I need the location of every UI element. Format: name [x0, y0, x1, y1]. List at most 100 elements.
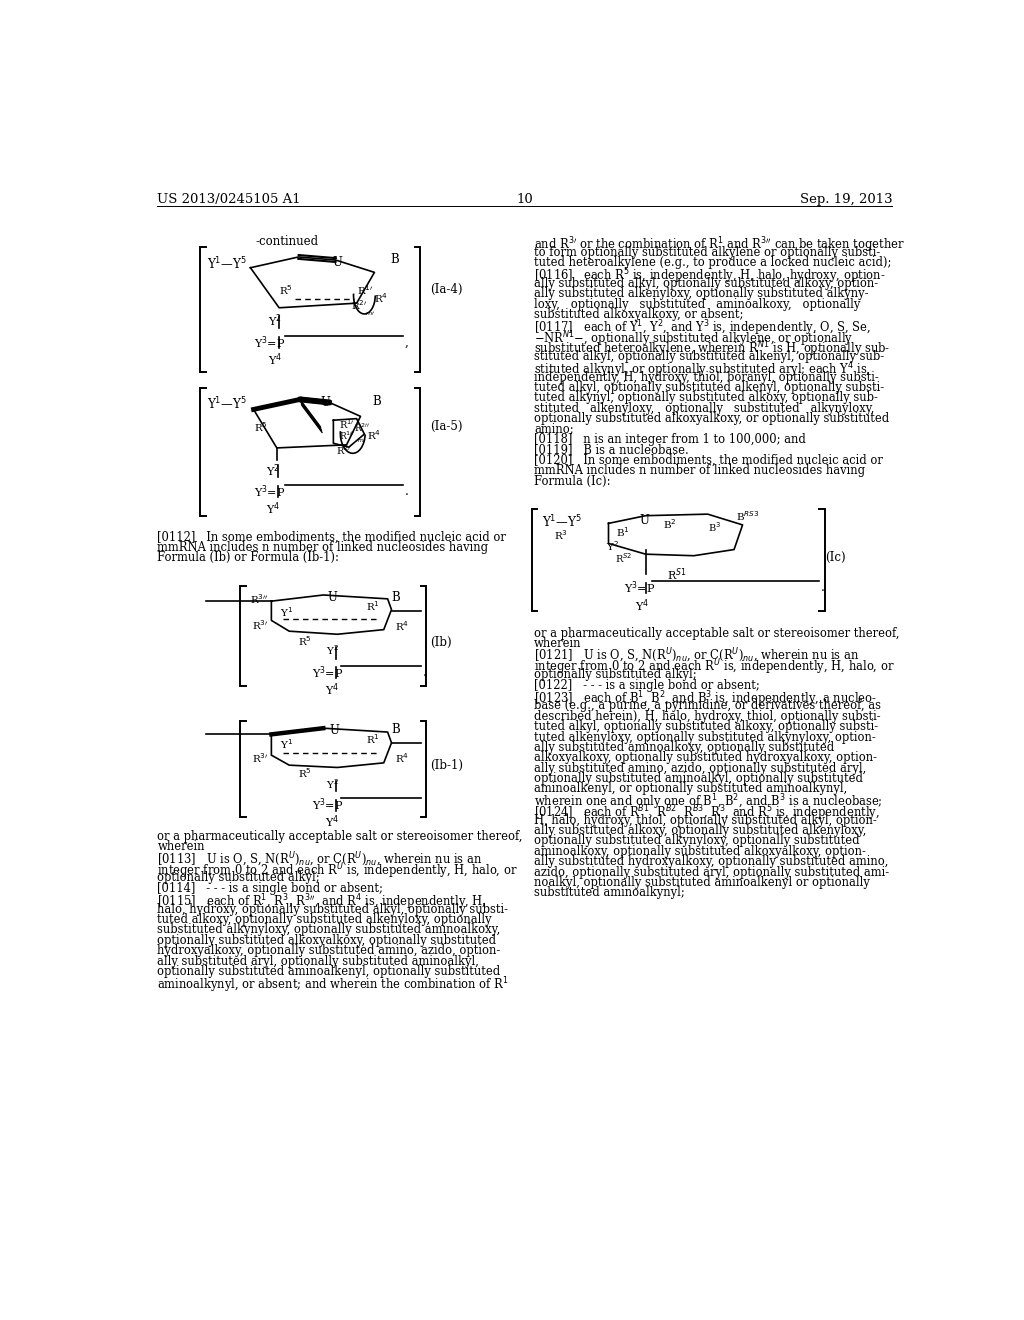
Text: R$^{2\prime}$: R$^{2\prime}$ [351, 298, 368, 313]
Text: wherein: wherein [535, 638, 582, 649]
Text: Formula (Ib) or Formula (Ib-1):: Formula (Ib) or Formula (Ib-1): [158, 552, 339, 564]
Text: Y$^3$=P: Y$^3$=P [254, 334, 286, 351]
Text: ally substituted alkyl, optionally substituted alkoxy, option-: ally substituted alkyl, optionally subst… [535, 277, 879, 290]
Text: described herein), H, halo, hydroxy, thiol, optionally substi-: described herein), H, halo, hydroxy, thi… [535, 710, 881, 723]
Text: .: . [423, 665, 426, 678]
Text: azido, optionally substituted aryl, optionally substituted ami-: azido, optionally substituted aryl, opti… [535, 866, 889, 879]
Text: U: U [321, 396, 330, 409]
Text: R$^4$: R$^4$ [367, 428, 381, 442]
Text: R$^4$: R$^4$ [394, 619, 409, 632]
Text: amino;: amino; [535, 422, 573, 436]
Text: [0112]   In some embodiments, the modified nucleic acid or: [0112] In some embodiments, the modified… [158, 531, 506, 544]
Text: R$^5$: R$^5$ [299, 635, 312, 648]
Text: US 2013/0245105 A1: US 2013/0245105 A1 [158, 193, 301, 206]
Text: tuted heteroalkylene (e.g., to produce a locked nucleic acid);: tuted heteroalkylene (e.g., to produce a… [535, 256, 892, 269]
Text: R$^{3\prime}$: R$^{3\prime}$ [252, 751, 268, 766]
Text: tuted alkyl, optionally substituted alkoxy, optionally substi-: tuted alkyl, optionally substituted alko… [535, 721, 879, 733]
Text: wherein: wherein [158, 841, 205, 853]
Text: Sep. 19, 2013: Sep. 19, 2013 [800, 193, 892, 206]
Text: U: U [330, 725, 339, 738]
Text: R$^{2\prime}$: R$^{2\prime}$ [336, 444, 351, 457]
Text: [0113]   U is O, S, N(R$^U$)$_{nu}$, or C(R$^U$)$_{nu}$, wherein nu is an: [0113] U is O, S, N(R$^U$)$_{nu}$, or C(… [158, 850, 482, 869]
Text: [0123]   each of B$^1$, B$^2$, and B$^3$ is, independently, a nucleo-: [0123] each of B$^1$, B$^2$, and B$^3$ i… [535, 689, 877, 709]
Text: integer from 0 to 2 and each R$^U$ is, independently, H, halo, or: integer from 0 to 2 and each R$^U$ is, i… [535, 657, 895, 677]
Text: Y$^3$=P: Y$^3$=P [624, 579, 655, 597]
Text: R$^4$: R$^4$ [394, 751, 409, 766]
Text: stituted   alkenyloxy,   optionally   substituted   alkynyloxy,: stituted alkenyloxy, optionally substitu… [535, 401, 874, 414]
Text: (Ia-5): (Ia-5) [430, 420, 463, 433]
Text: B: B [391, 723, 400, 735]
Text: substituted aminoalkynyl;: substituted aminoalkynyl; [535, 887, 685, 899]
Text: Y$^4$: Y$^4$ [325, 681, 339, 698]
Text: (Ia-4): (Ia-4) [430, 284, 463, 296]
Text: Y$^1$: Y$^1$ [280, 738, 293, 751]
Text: optionally substituted alkynyloxy, optionally substituted: optionally substituted alkynyloxy, optio… [535, 834, 860, 847]
Text: Y$^4$: Y$^4$ [635, 598, 649, 614]
Text: R$^{1\prime}$: R$^{1\prime}$ [357, 284, 374, 297]
Text: [0116]   each R$^5$ is, independently, H, halo, hydroxy, option-: [0116] each R$^5$ is, independently, H, … [535, 267, 886, 286]
Text: stituted alkyl, optionally substituted alkenyl, optionally sub-: stituted alkyl, optionally substituted a… [535, 350, 885, 363]
Text: Y$^2$: Y$^2$ [267, 313, 282, 329]
Text: Y$^4$: Y$^4$ [266, 500, 281, 517]
Text: mmRNA includes n number of linked nucleosides having: mmRNA includes n number of linked nucleo… [535, 465, 865, 477]
Text: 10: 10 [516, 193, 534, 206]
Text: R$^5$: R$^5$ [254, 420, 268, 434]
Text: Y$^3$=P: Y$^3$=P [312, 797, 344, 813]
Text: Y$^1$: Y$^1$ [280, 605, 293, 619]
Text: or a pharmaceutically acceptable salt or stereoisomer thereof,: or a pharmaceutically acceptable salt or… [535, 627, 900, 640]
Text: integer from 0 to 2 and each R$^U$ is, independently, H, halo, or: integer from 0 to 2 and each R$^U$ is, i… [158, 861, 518, 880]
Text: ally substituted alkoxy, optionally substituted alkenyloxy,: ally substituted alkoxy, optionally subs… [535, 824, 866, 837]
Text: Y$^3$=P: Y$^3$=P [312, 664, 344, 681]
Text: [0124]   each of R$^{B1}$, R$^{B2}$, R$^{B3}$, R$^3$, and R$^5$ is, independentl: [0124] each of R$^{B1}$, R$^{B2}$, R$^{B… [535, 804, 880, 822]
Text: [0121]   U is O, S, N(R$^U$)$_{nu}$, or C(R$^U$)$_{nu}$, wherein nu is an: [0121] U is O, S, N(R$^U$)$_{nu}$, or C(… [535, 647, 859, 665]
Text: B: B [372, 395, 381, 408]
Text: tuted alkyl, optionally substituted alkenyl, optionally substi-: tuted alkyl, optionally substituted alke… [535, 381, 885, 393]
Text: (Ib-1): (Ib-1) [430, 759, 463, 772]
Text: optionally substituted alkyl;: optionally substituted alkyl; [158, 871, 321, 884]
Text: B$^{RS3}$: B$^{RS3}$ [736, 510, 760, 523]
Text: wherein one and only one of B$^1$, B$^2$, and B$^3$ is a nucleobase;: wherein one and only one of B$^1$, B$^2$… [535, 793, 883, 813]
Text: [0114]   - - - is a single bond or absent;: [0114] - - - is a single bond or absent; [158, 882, 383, 895]
Text: Y$^1$—Y$^5$: Y$^1$—Y$^5$ [207, 396, 247, 412]
Text: R$^5$: R$^5$ [280, 284, 293, 297]
Text: substituted heteroalkylene, wherein R$^{N1}$ is H, optionally sub-: substituted heteroalkylene, wherein R$^{… [535, 339, 891, 359]
Text: or a pharmaceutically acceptable salt or stereoisomer thereof,: or a pharmaceutically acceptable salt or… [158, 830, 523, 843]
Text: Y$^4$: Y$^4$ [268, 351, 283, 367]
Text: Y$^4$: Y$^4$ [325, 813, 339, 830]
Text: R$^1$: R$^1$ [366, 733, 380, 746]
Text: U: U [328, 591, 338, 605]
Text: optionally substituted alkoxyalkoxy, or optionally substituted: optionally substituted alkoxyalkoxy, or … [535, 412, 890, 425]
Text: alkoxyalkoxy, optionally substituted hydroxyalkoxy, option-: alkoxyalkoxy, optionally substituted hyd… [535, 751, 878, 764]
Text: loxy,   optionally   substituted   aminoalkoxy,   optionally: loxy, optionally substituted aminoalkoxy… [535, 298, 860, 310]
Text: tuted alkoxy, optionally substituted alkenyloxy, optionally: tuted alkoxy, optionally substituted alk… [158, 913, 493, 927]
Text: substituted alkoxyalkoxy, or absent;: substituted alkoxyalkoxy, or absent; [535, 308, 743, 321]
Text: R$^{S1}$: R$^{S1}$ [668, 566, 687, 583]
Text: tuted alkenyloxy, optionally substituted alkynyloxy, option-: tuted alkenyloxy, optionally substituted… [535, 730, 876, 743]
Text: and R$^{3\prime}$ or the combination of R$^1$ and R$^{3\prime\prime}$ can be tak: and R$^{3\prime}$ or the combination of … [535, 235, 905, 255]
Text: optionally substituted alkoxyalkoxy, optionally substituted: optionally substituted alkoxyalkoxy, opt… [158, 933, 497, 946]
Text: noalkyl, optionally substituted aminoalkenyl or optionally: noalkyl, optionally substituted aminoalk… [535, 876, 870, 890]
Text: R$^1$: R$^1$ [366, 599, 380, 612]
Text: optionally substituted aminoalkenyl, optionally substituted: optionally substituted aminoalkenyl, opt… [158, 965, 501, 978]
Text: H, halo, hydroxy, thiol, optionally substituted alkyl, option-: H, halo, hydroxy, thiol, optionally subs… [535, 813, 877, 826]
Text: R$^{1\prime}$: R$^{1\prime}$ [339, 417, 354, 430]
Text: hydroxyalkoxy, optionally substituted amino, azido, option-: hydroxyalkoxy, optionally substituted am… [158, 944, 501, 957]
Text: (Ib): (Ib) [430, 636, 452, 649]
Text: stituted alkynyl, or optionally substituted aryl; each Y$^4$ is,: stituted alkynyl, or optionally substitu… [535, 360, 870, 380]
Text: ally substituted alkenyloxy, optionally substituted alkyny-: ally substituted alkenyloxy, optionally … [535, 288, 868, 301]
Text: independently, H, hydroxy, thiol, boranyl, optionally substi-: independently, H, hydroxy, thiol, borany… [535, 371, 879, 384]
Text: mmRNA includes n number of linked nucleosides having: mmRNA includes n number of linked nucleo… [158, 541, 488, 553]
Text: .: . [404, 484, 409, 498]
Text: Y$^3$=P: Y$^3$=P [254, 483, 285, 500]
Text: Y$^1$—Y$^5$: Y$^1$—Y$^5$ [542, 515, 582, 531]
Text: [0122]   - - - is a single bond or absent;: [0122] - - - is a single bond or absent; [535, 678, 760, 692]
Text: (Ic): (Ic) [825, 552, 846, 564]
Text: to form optionally substituted alkylene or optionally substi-: to form optionally substituted alkylene … [535, 246, 881, 259]
Text: optionally substituted aminoalkyl, optionally substituted: optionally substituted aminoalkyl, optio… [535, 772, 863, 785]
Text: R$^{1\prime\prime}$: R$^{1\prime\prime}$ [339, 429, 355, 442]
Text: [0115]   each of R$^1$, R$^3$, R$^{3\prime\prime}$, and R$^4$ is, independently,: [0115] each of R$^1$, R$^3$, R$^{3\prime… [158, 892, 486, 912]
Text: Y$^1$—Y$^5$: Y$^1$—Y$^5$ [207, 256, 247, 273]
Text: aminoalkynyl, or absent; and wherein the combination of R$^1$: aminoalkynyl, or absent; and wherein the… [158, 975, 509, 995]
Text: R$^5$: R$^5$ [299, 767, 312, 780]
Text: tuted alkynyl, optionally substituted alkoxy, optionally sub-: tuted alkynyl, optionally substituted al… [535, 391, 878, 404]
